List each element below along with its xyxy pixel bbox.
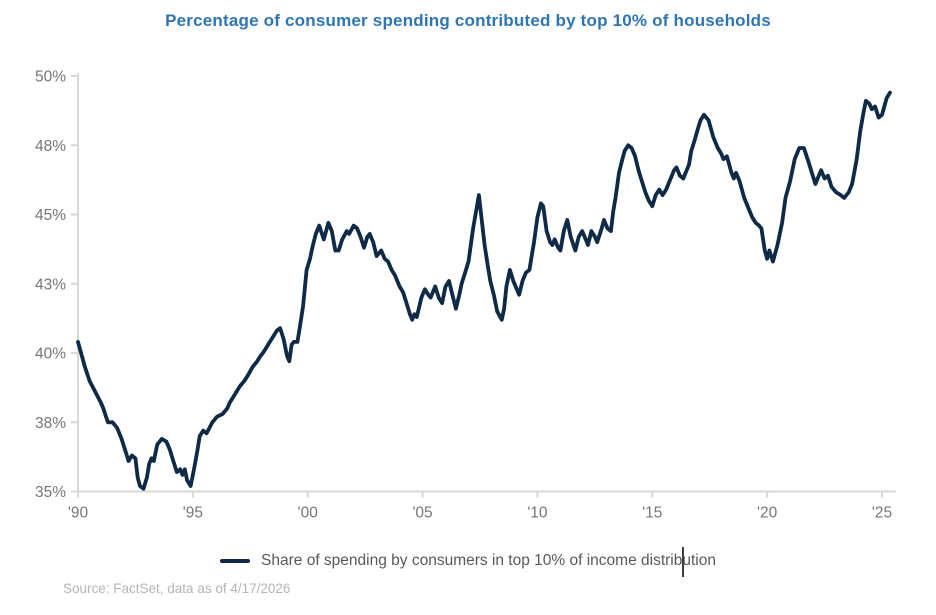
- y-tick-label: 45%: [35, 207, 66, 224]
- x-tick-label: '20: [757, 505, 778, 522]
- x-tick-label: '05: [412, 505, 432, 522]
- x-tick-label: '15: [642, 505, 662, 522]
- y-tick-label: 50%: [35, 69, 66, 86]
- chart-title: Percentage of consumer spending contribu…: [165, 11, 771, 30]
- y-tick-label: 48%: [35, 138, 66, 155]
- x-tick-label: '00: [298, 505, 319, 522]
- y-tick-label: 40%: [35, 346, 66, 363]
- x-tick-label: '95: [183, 505, 203, 522]
- x-tick-label: '10: [527, 505, 548, 522]
- y-tick-label: 43%: [35, 276, 66, 293]
- source-note: Source: FactSet, data as of 4/17/2026: [63, 581, 291, 596]
- x-tick-label: '25: [872, 505, 892, 522]
- y-tick-label: 38%: [35, 415, 66, 432]
- data-series-line: [76, 90, 892, 491]
- legend-label: Share of spending by consumers in top 10…: [261, 552, 716, 569]
- x-tick-label: '90: [68, 505, 89, 522]
- text-cursor: [682, 547, 684, 577]
- chart-legend: Share of spending by consumers in top 10…: [0, 552, 936, 570]
- legend-line-swatch: [220, 559, 251, 563]
- y-tick-label: 35%: [35, 484, 66, 501]
